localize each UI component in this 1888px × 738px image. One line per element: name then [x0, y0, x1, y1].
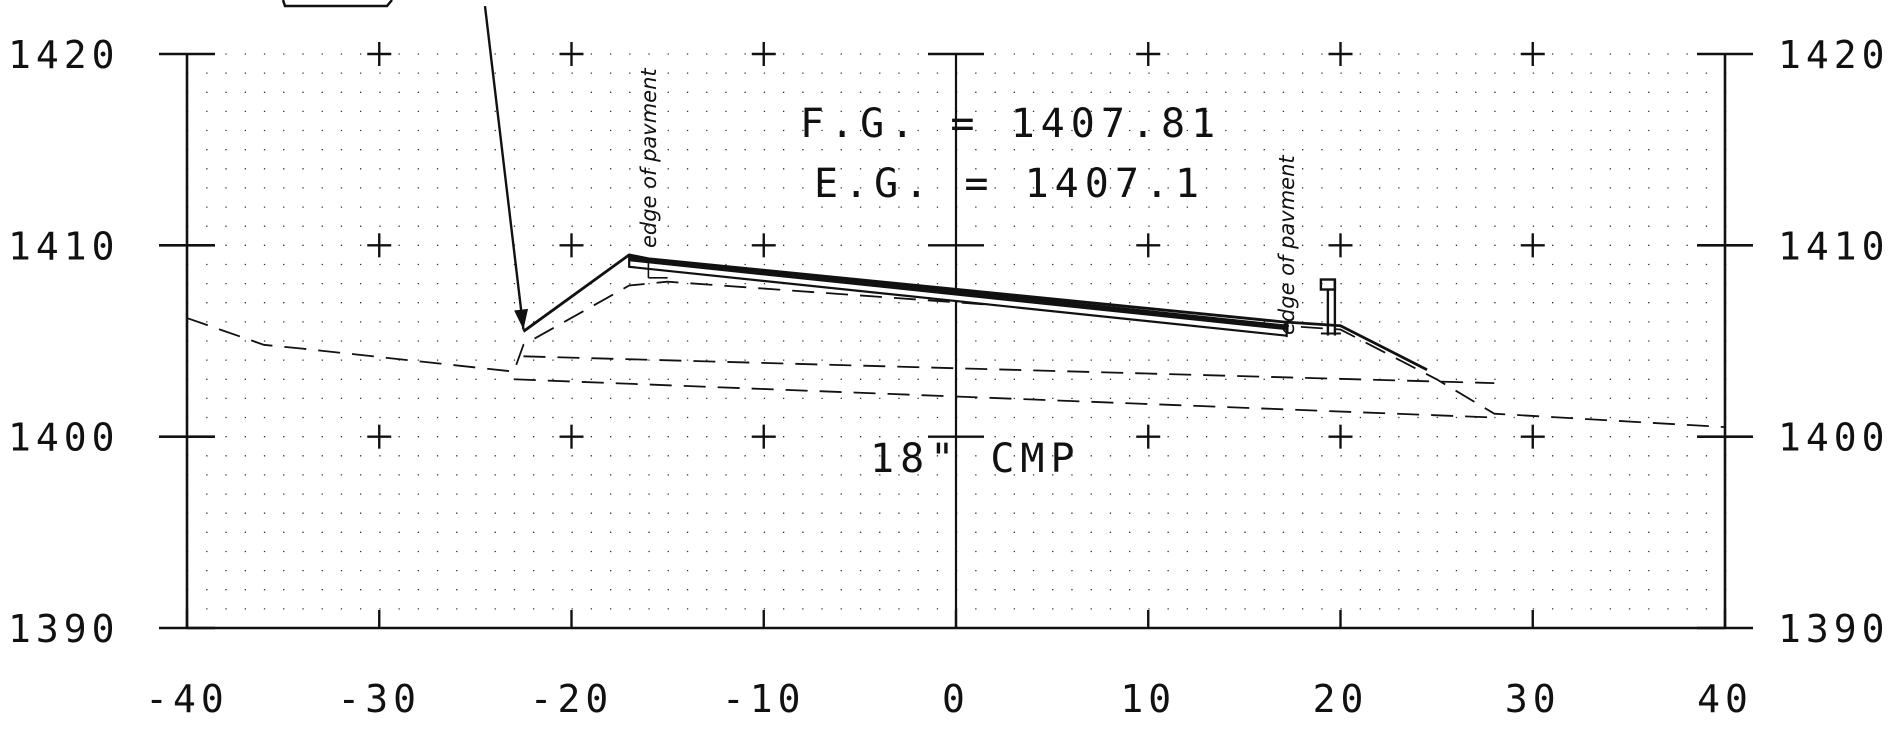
profiles [186, 6, 1726, 428]
x-tick-label: -40 [145, 677, 229, 721]
callout-box [281, 0, 393, 8]
culvert-top-line [523, 355, 1495, 384]
culvert-label: 18" CMP [870, 436, 1081, 482]
culvert-bottom-line [513, 378, 1495, 419]
callout-leader-line [483, 6, 525, 330]
x-tick-label: -20 [530, 677, 614, 721]
y-tick-label-left: 1410 [8, 224, 120, 268]
x-tick-label: -30 [337, 677, 421, 721]
x-tick-label: -10 [722, 677, 806, 721]
y-tick-label-left: 1400 [8, 416, 120, 460]
y-tick-label-right: 1400 [1778, 416, 1888, 460]
x-tick-label: 10 [1120, 677, 1176, 721]
grid-crosses [367, 42, 1545, 449]
x-tick-label: 30 [1505, 677, 1561, 721]
plot-frame [159, 52, 1753, 630]
callout-arrowhead [514, 308, 529, 330]
existing-ground-line [186, 280, 1726, 428]
y-tick-label-left: 1390 [8, 607, 120, 651]
finished-grade-line [522, 253, 1428, 371]
y-tick-label-right: 1410 [1778, 224, 1888, 268]
x-tick-label: 40 [1697, 677, 1753, 721]
edge-of-pavement-right-label: edge of pavment [1275, 155, 1299, 335]
existing-grade-label: E.G. = 1407.1 [814, 161, 1205, 207]
tick-labels: -40 -30 -20 -10 0 10 20 30 40 1390 1390 1400 1400 141… [8, 33, 1888, 721]
finished-grade-label: F.G. = 1407.81 [800, 101, 1221, 147]
x-tick-label: 20 [1313, 677, 1369, 721]
x-tick-label: 0 [942, 677, 970, 721]
pavement-surface [628, 256, 1287, 331]
y-tick-label-right: 1390 [1778, 607, 1888, 651]
y-tick-label-left: 1420 [8, 33, 120, 77]
y-tick-label-right: 1420 [1778, 33, 1888, 77]
edge-of-pavement-left-label: edge of pavment [637, 68, 661, 248]
